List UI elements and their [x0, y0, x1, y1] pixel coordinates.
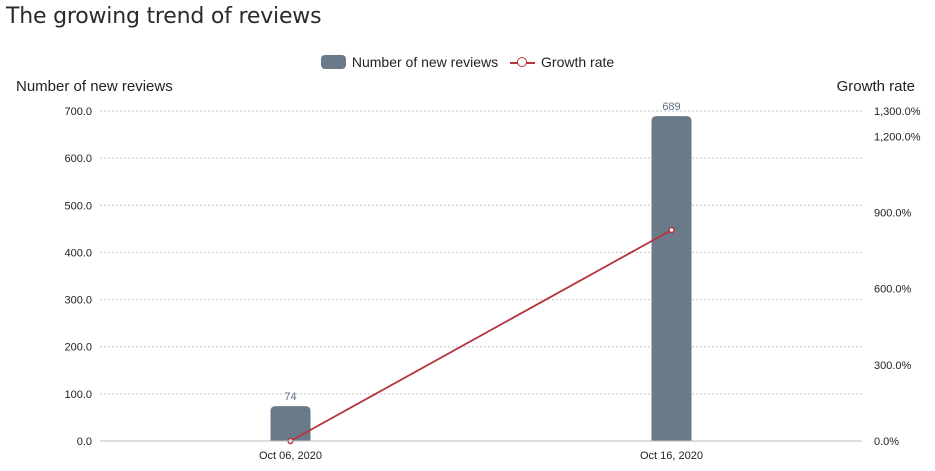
y-left-tick-label: 600.0 [64, 153, 92, 165]
y-left-tick-label: 700.0 [64, 106, 92, 118]
y-right-tick-label: 1,300.0% [874, 106, 921, 118]
legend-bar-swatch [320, 55, 346, 69]
y-right-tick-label: 0.0% [874, 436, 899, 448]
legend-label-new-reviews: Number of new reviews [351, 54, 499, 70]
legend-label-growth-rate: Growth rate [541, 54, 615, 70]
y-right-tick-label: 300.0% [874, 360, 912, 372]
growth-rate-line [290, 229, 672, 442]
y-right-tick-label: 1,200.0% [874, 131, 921, 143]
bar [270, 406, 311, 441]
y-left-tick-label: 300.0 [64, 295, 92, 307]
x-tick-label: Oct 16, 2020 [640, 450, 703, 462]
y-left-tick-label: 500.0 [64, 200, 92, 212]
y-left-tick-label: 400.0 [64, 247, 92, 259]
y-left-tick-label: 0.0 [77, 436, 92, 448]
bar-data-label: 689 [662, 101, 680, 113]
growth-rate-point [668, 226, 675, 234]
legend-item-new-reviews[interactable]: Number of new reviews [320, 54, 499, 70]
y-left-tick-label: 100.0 [64, 389, 92, 401]
y-right-tick-label: 600.0% [874, 284, 912, 296]
chart-title: The growing trend of reviews [6, 4, 322, 29]
y-left-tick-label: 200.0 [64, 342, 92, 354]
legend: Number of new reviews Growth rate [0, 54, 935, 72]
bar [651, 116, 692, 441]
legend-item-growth-rate[interactable]: Growth rate [510, 54, 614, 70]
bar-data-label: 74 [284, 391, 296, 403]
y-left-axis-title: Number of new reviews [16, 78, 173, 95]
y-right-axis-title: Growth rate [836, 78, 915, 95]
x-tick-label: Oct 06, 2020 [259, 450, 322, 462]
legend-line-swatch [510, 55, 536, 69]
y-right-tick-label: 900.0% [874, 208, 912, 220]
